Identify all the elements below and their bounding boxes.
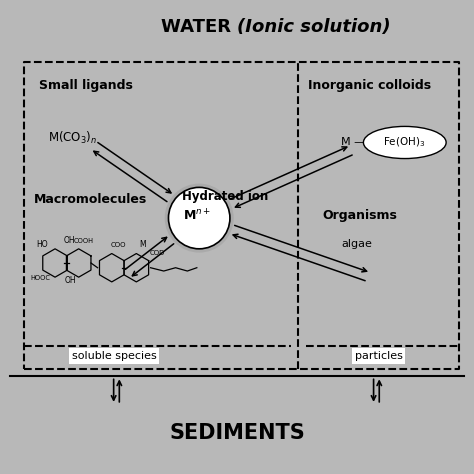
Circle shape bbox=[164, 183, 234, 253]
Text: COO: COO bbox=[110, 242, 126, 248]
Text: Inorganic colloids: Inorganic colloids bbox=[308, 79, 431, 92]
Text: $\mathbf{M}^{n+}$: $\mathbf{M}^{n+}$ bbox=[183, 208, 211, 223]
Text: OH: OH bbox=[64, 276, 76, 285]
Text: Fe(OH)$_3$: Fe(OH)$_3$ bbox=[383, 136, 426, 149]
Text: particles: particles bbox=[355, 351, 403, 361]
Text: Organisms: Organisms bbox=[322, 209, 397, 222]
Text: soluble species: soluble species bbox=[72, 351, 156, 361]
Text: HO: HO bbox=[36, 240, 48, 249]
Text: Macromolecules: Macromolecules bbox=[34, 193, 147, 206]
Text: M: M bbox=[139, 240, 146, 249]
Text: Hydrated ion: Hydrated ion bbox=[182, 191, 268, 203]
Circle shape bbox=[168, 187, 230, 249]
Text: Small ligands: Small ligands bbox=[38, 79, 132, 92]
Text: algae: algae bbox=[341, 239, 372, 249]
Text: OH: OH bbox=[64, 236, 75, 245]
Text: M(CO$_3)_n$: M(CO$_3)_n$ bbox=[48, 130, 97, 146]
Text: SEDIMENTS: SEDIMENTS bbox=[169, 423, 305, 443]
Ellipse shape bbox=[364, 127, 446, 158]
Text: HOOC: HOOC bbox=[31, 275, 51, 282]
Text: M —: M — bbox=[341, 137, 365, 147]
Text: COOH: COOH bbox=[73, 237, 93, 244]
Text: (Ionic solution): (Ionic solution) bbox=[237, 18, 391, 36]
Text: WATER: WATER bbox=[161, 18, 237, 36]
Text: COD: COD bbox=[150, 250, 165, 256]
